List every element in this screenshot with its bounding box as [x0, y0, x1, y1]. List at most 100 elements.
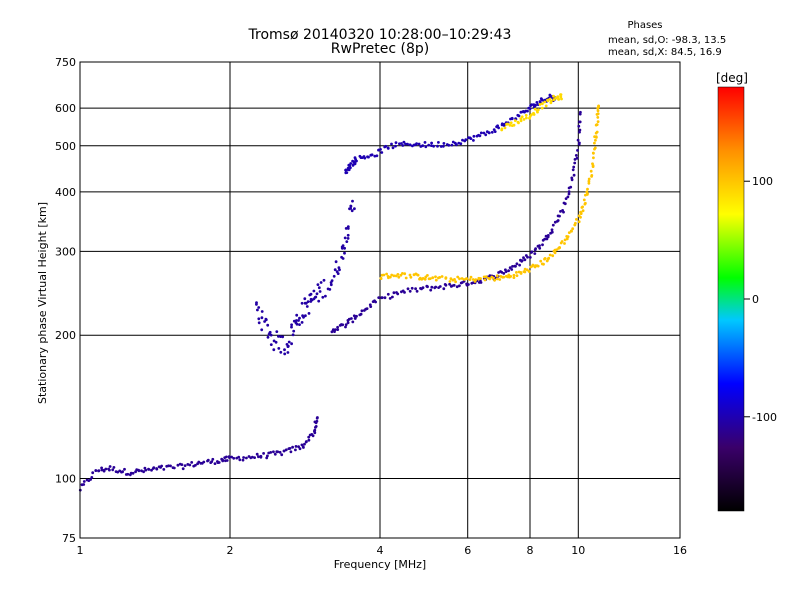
data-point — [430, 144, 433, 148]
data-point — [559, 93, 563, 96]
data-point — [464, 138, 468, 142]
data-point — [307, 435, 311, 439]
data-point — [490, 130, 494, 134]
data-point — [426, 274, 429, 277]
data-point — [194, 463, 197, 467]
data-point — [589, 169, 593, 173]
y-tick-label: 600 — [55, 102, 76, 115]
data-point — [587, 181, 591, 185]
data-point — [328, 288, 332, 291]
data-point — [544, 234, 548, 238]
data-point — [384, 144, 388, 148]
data-point — [551, 254, 555, 258]
data-point — [112, 466, 116, 469]
data-point — [491, 276, 495, 280]
data-point — [509, 275, 513, 278]
data-point — [522, 118, 526, 121]
data-point — [188, 463, 192, 467]
data-point — [272, 450, 275, 454]
data-point — [421, 144, 425, 148]
data-point — [410, 286, 414, 290]
data-point — [561, 209, 564, 212]
data-point — [479, 131, 483, 135]
data-point — [408, 143, 412, 147]
data-point — [202, 460, 206, 464]
data-point — [536, 264, 540, 268]
data-point — [333, 268, 337, 272]
data-point — [298, 323, 301, 326]
data-point — [255, 452, 259, 456]
data-point — [324, 294, 327, 298]
data-point — [576, 149, 579, 152]
data-point — [330, 279, 334, 282]
data-point — [304, 314, 307, 318]
data-point — [352, 314, 356, 318]
data-point — [532, 113, 536, 116]
data-point — [421, 277, 425, 280]
data-point — [211, 457, 215, 461]
data-point — [91, 471, 95, 475]
data-point — [533, 252, 537, 256]
data-point — [317, 299, 321, 303]
data-point — [295, 322, 299, 326]
data-point — [528, 256, 532, 259]
data-point — [594, 138, 597, 142]
data-point — [210, 460, 214, 463]
data-point — [556, 219, 560, 222]
data-point — [297, 445, 300, 449]
data-point — [547, 256, 551, 260]
data-point — [403, 272, 407, 276]
data-point — [541, 102, 544, 106]
data-point — [402, 140, 406, 144]
data-point — [303, 297, 307, 301]
data-point — [510, 268, 514, 271]
data-point — [575, 218, 578, 221]
data-point — [438, 276, 442, 279]
data-point — [291, 333, 295, 337]
data-point — [275, 330, 279, 333]
data-point — [134, 470, 138, 474]
data-point — [524, 113, 528, 117]
x-tick-label: 16 — [673, 544, 687, 557]
data-point — [564, 197, 568, 201]
data-point — [558, 246, 561, 249]
data-point — [581, 205, 584, 209]
data-point — [483, 278, 487, 282]
data-point — [517, 114, 521, 118]
data-point — [121, 470, 124, 474]
data-point — [319, 281, 323, 284]
data-point — [534, 247, 537, 251]
data-point — [530, 103, 534, 107]
data-point — [253, 456, 256, 459]
data-point — [587, 177, 591, 181]
data-point — [574, 154, 578, 157]
data-point — [553, 220, 557, 224]
data-point — [467, 283, 470, 286]
data-point — [579, 110, 582, 114]
data-point — [255, 303, 258, 306]
data-point — [276, 450, 280, 454]
data-point — [353, 162, 357, 166]
data-point — [577, 220, 581, 224]
data-point — [415, 142, 418, 146]
data-point — [197, 460, 201, 464]
data-point — [415, 289, 419, 293]
y-tick-label: 75 — [62, 532, 76, 545]
data-point — [596, 109, 600, 113]
data-point — [343, 251, 346, 255]
x-tick-label: 1 — [77, 544, 84, 557]
data-point — [578, 130, 581, 134]
data-point — [266, 335, 270, 339]
data-point — [263, 320, 266, 323]
data-point — [500, 122, 504, 126]
data-point — [538, 103, 542, 106]
data-point — [474, 278, 478, 282]
data-point — [571, 168, 575, 172]
data-point — [312, 289, 316, 293]
data-point — [147, 467, 150, 471]
data-point — [160, 464, 164, 468]
data-point — [314, 421, 318, 425]
data-point — [595, 123, 599, 126]
data-point — [408, 273, 412, 277]
data-point — [190, 461, 194, 464]
